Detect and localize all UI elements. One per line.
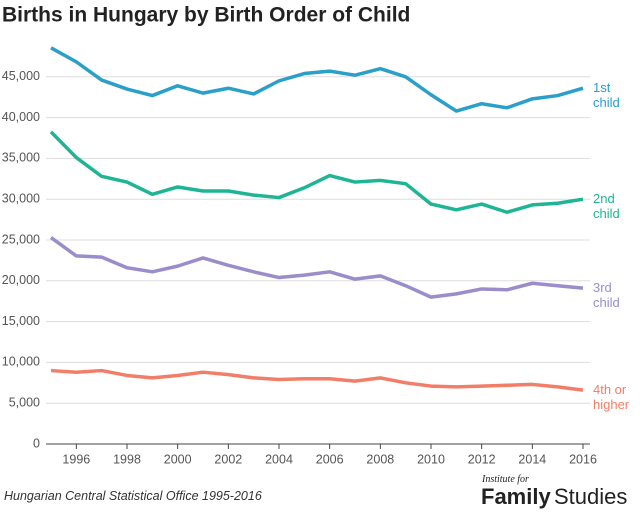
source: Hungarian Central Statistical Office 199… <box>4 489 262 503</box>
y-tick-label: 10,000 <box>2 355 40 369</box>
y-tick-label: 5,000 <box>9 395 40 409</box>
legend-label: 3rd child <box>593 280 620 311</box>
y-tick-label: 30,000 <box>2 191 40 205</box>
x-tick-label: 2010 <box>417 452 445 466</box>
y-tick-label: 40,000 <box>2 110 40 124</box>
x-tick-label: 2014 <box>518 452 546 466</box>
y-tick-label: 35,000 <box>2 151 40 165</box>
series-line <box>49 236 584 299</box>
x-tick-label: 2016 <box>569 452 597 466</box>
chart-title: Births in Hungary by Birth Order of Chil… <box>2 4 410 27</box>
series-line <box>50 46 584 113</box>
x-tick-label: 1998 <box>113 452 141 466</box>
x-tick-label: 1996 <box>62 452 90 466</box>
logo-text: Family <box>481 484 551 509</box>
logo-text: Institute for <box>482 474 529 485</box>
x-tick-label: 2002 <box>214 452 242 466</box>
x-tick-label: 2004 <box>265 452 293 466</box>
y-tick-label: 45,000 <box>2 69 40 83</box>
x-tick-label: 2000 <box>164 452 192 466</box>
y-tick-label: 15,000 <box>2 314 40 328</box>
series-line <box>49 130 584 215</box>
y-tick-label: 0 <box>33 436 40 450</box>
legend-label: 2nd child <box>593 191 620 222</box>
series-line <box>50 368 584 392</box>
x-tick-label: 2006 <box>316 452 344 466</box>
y-tick-label: 25,000 <box>2 232 40 246</box>
logo-text: Studies <box>554 484 628 509</box>
legend-label: 4th or higher <box>593 382 630 413</box>
x-tick-label: 2012 <box>468 452 496 466</box>
legend-label: 1st child <box>593 80 620 111</box>
x-tick-label: 2008 <box>366 452 394 466</box>
y-tick-label: 20,000 <box>2 273 40 287</box>
